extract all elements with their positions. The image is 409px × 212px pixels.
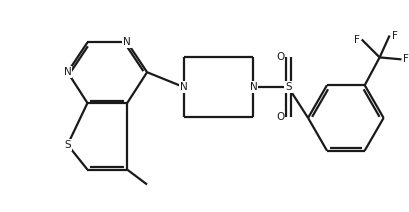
Text: O: O: [276, 112, 284, 122]
Text: S: S: [64, 140, 71, 150]
Text: N: N: [180, 82, 188, 92]
Text: F: F: [354, 35, 360, 45]
Text: S: S: [285, 82, 292, 92]
Text: N: N: [249, 82, 257, 92]
Text: F: F: [391, 31, 398, 40]
Text: F: F: [403, 54, 409, 64]
Text: N: N: [124, 37, 131, 47]
Text: N: N: [64, 67, 72, 77]
Text: O: O: [276, 52, 284, 62]
